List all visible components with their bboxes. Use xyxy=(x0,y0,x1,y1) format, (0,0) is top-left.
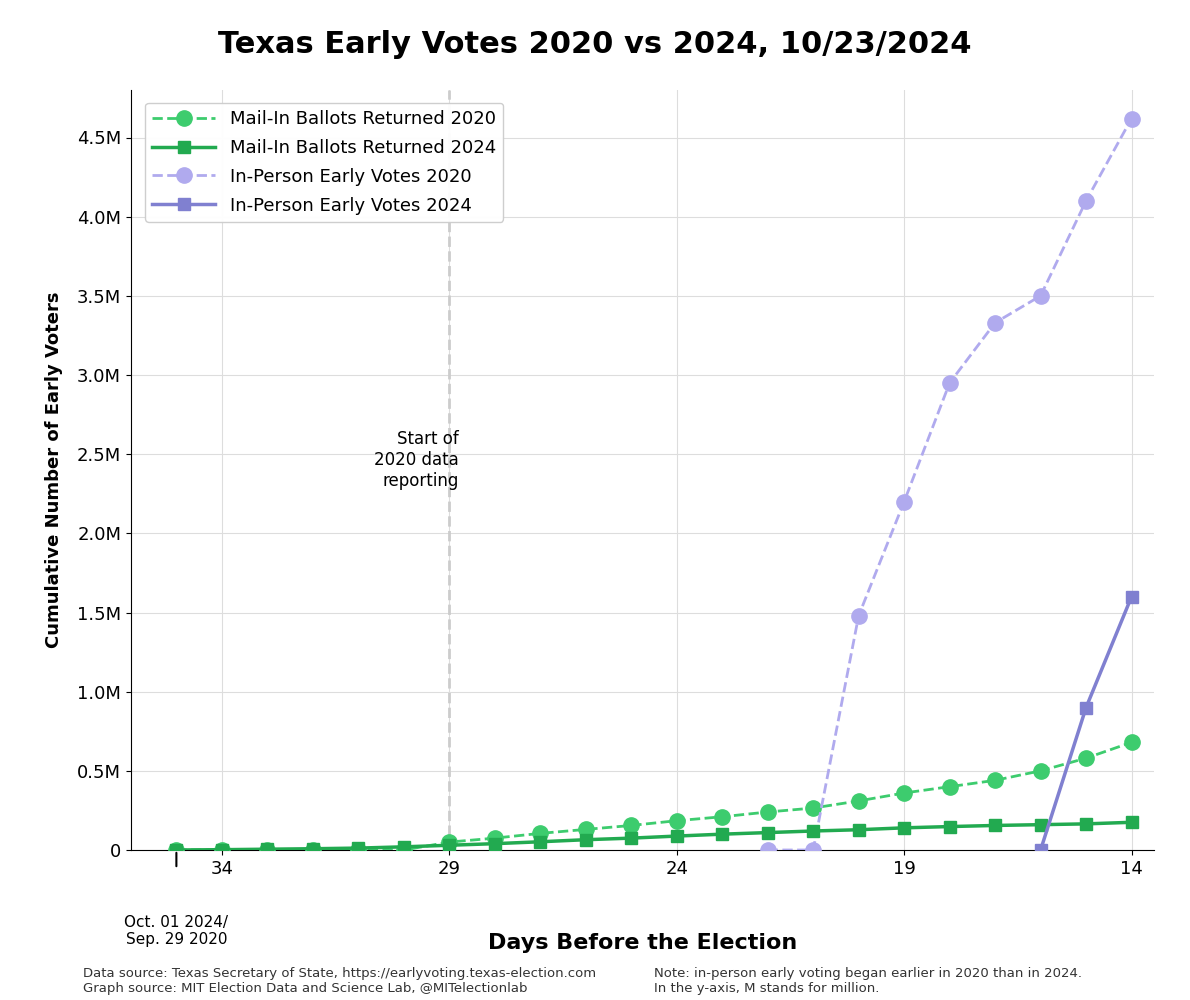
In-Person Early Votes 2020 xyxy=(897,496,912,508)
Mail-In Ballots Returned 2024 xyxy=(169,844,183,856)
In-Person Early Votes 2020 xyxy=(760,844,775,856)
Mail-In Ballots Returned 2020 xyxy=(624,819,638,831)
Text: Oct. 01 2024/
Sep. 29 2020: Oct. 01 2024/ Sep. 29 2020 xyxy=(125,915,228,947)
Mail-In Ballots Returned 2020 xyxy=(214,844,228,856)
Line: In-Person Early Votes 2020: In-Person Early Votes 2020 xyxy=(760,111,1139,858)
Mail-In Ballots Returned 2024 xyxy=(715,828,729,840)
Y-axis label: Cumulative Number of Early Voters: Cumulative Number of Early Voters xyxy=(45,292,63,648)
Mail-In Ballots Returned 2024 xyxy=(443,839,457,851)
X-axis label: Days Before the Election: Days Before the Election xyxy=(488,933,797,953)
Mail-In Ballots Returned 2020 xyxy=(488,832,502,844)
Mail-In Ballots Returned 2020 xyxy=(351,844,365,856)
Line: In-Person Early Votes 2024: In-Person Early Votes 2024 xyxy=(1034,590,1138,856)
In-Person Early Votes 2020 xyxy=(1033,290,1047,302)
Mail-In Ballots Returned 2024 xyxy=(670,830,684,842)
Mail-In Ballots Returned 2024 xyxy=(897,822,912,834)
In-Person Early Votes 2020 xyxy=(988,317,1002,329)
Mail-In Ballots Returned 2020 xyxy=(988,774,1002,786)
Mail-In Ballots Returned 2024 xyxy=(942,821,957,833)
Mail-In Ballots Returned 2020 xyxy=(578,823,593,835)
Mail-In Ballots Returned 2024 xyxy=(624,832,638,844)
Mail-In Ballots Returned 2024 xyxy=(351,842,365,854)
Mail-In Ballots Returned 2020 xyxy=(715,811,729,823)
Mail-In Ballots Returned 2020 xyxy=(261,844,275,856)
Mail-In Ballots Returned 2020 xyxy=(533,827,547,839)
Mail-In Ballots Returned 2024 xyxy=(760,827,775,839)
Mail-In Ballots Returned 2024 xyxy=(261,843,275,855)
Mail-In Ballots Returned 2024 xyxy=(533,836,547,848)
In-Person Early Votes 2020 xyxy=(806,844,820,856)
Mail-In Ballots Returned 2024 xyxy=(488,838,502,850)
In-Person Early Votes 2024 xyxy=(1125,591,1139,603)
Mail-In Ballots Returned 2024 xyxy=(1079,818,1094,830)
Legend: Mail-In Ballots Returned 2020, Mail-In Ballots Returned 2024, In-Person Early Vo: Mail-In Ballots Returned 2020, Mail-In B… xyxy=(145,103,503,222)
Text: Start of
2020 data
reporting: Start of 2020 data reporting xyxy=(374,430,458,490)
Mail-In Ballots Returned 2020 xyxy=(169,844,183,856)
Mail-In Ballots Returned 2024 xyxy=(306,843,320,855)
Mail-In Ballots Returned 2020 xyxy=(396,844,411,856)
Line: Mail-In Ballots Returned 2020: Mail-In Ballots Returned 2020 xyxy=(169,735,1139,858)
Text: Note: in-person early voting began earlier in 2020 than in 2024.
In the y-axis, : Note: in-person early voting began earli… xyxy=(654,967,1083,995)
In-Person Early Votes 2024 xyxy=(1033,844,1047,856)
In-Person Early Votes 2024 xyxy=(1079,702,1094,714)
In-Person Early Votes 2020 xyxy=(942,377,957,389)
In-Person Early Votes 2020 xyxy=(852,610,866,622)
Mail-In Ballots Returned 2020 xyxy=(1033,765,1047,777)
Mail-In Ballots Returned 2020 xyxy=(806,802,820,814)
Mail-In Ballots Returned 2024 xyxy=(214,844,228,856)
Mail-In Ballots Returned 2020 xyxy=(897,787,912,799)
Mail-In Ballots Returned 2024 xyxy=(578,834,593,846)
Mail-In Ballots Returned 2024 xyxy=(396,841,411,853)
Mail-In Ballots Returned 2024 xyxy=(1033,819,1047,831)
Mail-In Ballots Returned 2024 xyxy=(988,819,1002,831)
Mail-In Ballots Returned 2020 xyxy=(1079,752,1094,764)
Line: Mail-In Ballots Returned 2024: Mail-In Ballots Returned 2024 xyxy=(170,816,1138,856)
Mail-In Ballots Returned 2024 xyxy=(852,824,866,836)
Mail-In Ballots Returned 2020 xyxy=(852,795,866,807)
Mail-In Ballots Returned 2024 xyxy=(1125,816,1139,828)
Text: Data source: Texas Secretary of State, https://earlyvoting.texas-election.com
Gr: Data source: Texas Secretary of State, h… xyxy=(83,967,596,995)
Mail-In Ballots Returned 2020 xyxy=(670,815,684,827)
Mail-In Ballots Returned 2020 xyxy=(760,806,775,818)
Mail-In Ballots Returned 2020 xyxy=(443,836,457,848)
In-Person Early Votes 2020 xyxy=(1125,112,1139,124)
Mail-In Ballots Returned 2024 xyxy=(806,825,820,837)
Mail-In Ballots Returned 2020 xyxy=(306,844,320,856)
Mail-In Ballots Returned 2020 xyxy=(942,781,957,793)
Text: Texas Early Votes 2020 vs 2024, 10/23/2024: Texas Early Votes 2020 vs 2024, 10/23/20… xyxy=(218,30,972,59)
Mail-In Ballots Returned 2020 xyxy=(1125,736,1139,748)
In-Person Early Votes 2020 xyxy=(1079,195,1094,207)
